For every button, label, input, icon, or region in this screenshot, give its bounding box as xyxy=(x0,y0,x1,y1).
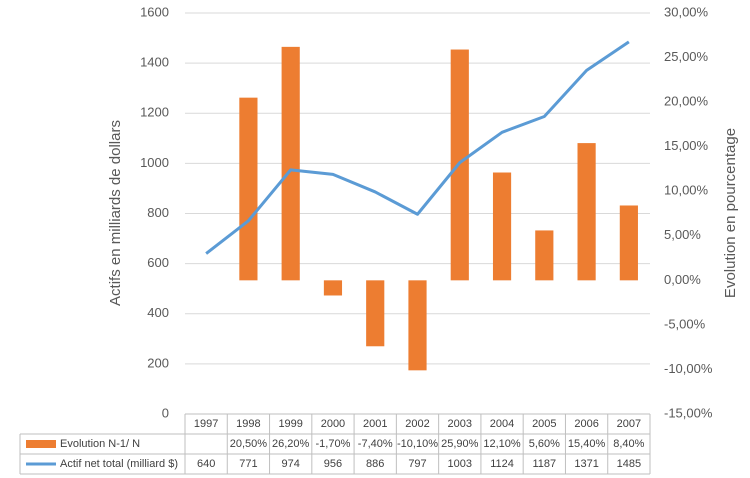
legend-key xyxy=(26,440,56,448)
table-value: 956 xyxy=(324,458,342,470)
table-value: 26,20% xyxy=(272,438,310,450)
table-value: 1187 xyxy=(532,458,556,470)
table-value: -1,70% xyxy=(316,438,351,450)
y2-tick-label: 15,00% xyxy=(664,138,709,153)
table-value: 20,50% xyxy=(230,438,268,450)
y-tick-label: 800 xyxy=(147,205,169,220)
line xyxy=(205,40,630,255)
bar xyxy=(619,205,638,281)
x-tick-label: 2003 xyxy=(448,418,472,430)
y-tick-label: 1600 xyxy=(140,4,169,19)
x-tick-label: 2004 xyxy=(490,418,514,430)
y2-tick-label: -15,00% xyxy=(664,405,713,420)
y-axis-title: Actifs en milliards de dollars xyxy=(107,120,124,306)
x-tick-label: 2005 xyxy=(532,418,556,430)
table-value: 12,10% xyxy=(483,438,521,450)
bar xyxy=(577,143,596,281)
y-tick-label: 200 xyxy=(147,355,169,370)
x-tick-label: 2002 xyxy=(405,418,429,430)
y-tick-label: 1200 xyxy=(140,105,169,120)
y2-tick-label: -10,00% xyxy=(664,361,713,376)
bar xyxy=(366,280,385,347)
y2-tick-label: 5,00% xyxy=(664,227,701,242)
table-value: 15,40% xyxy=(568,438,606,450)
table-value: 886 xyxy=(366,458,384,470)
x-tick-label: 1998 xyxy=(236,418,260,430)
table-value: 974 xyxy=(282,458,300,470)
x-tick-label: 2006 xyxy=(574,418,598,430)
bar xyxy=(535,230,554,281)
y2-axis-title: Evolution en pourcentage xyxy=(722,128,739,298)
y-tick-label: 1400 xyxy=(140,55,169,70)
table-value: 1485 xyxy=(617,458,641,470)
table-value: -10,10% xyxy=(397,438,438,450)
table-value: 8,40% xyxy=(613,438,644,450)
table-value: 1371 xyxy=(574,458,598,470)
legend-label: Evolution N-1/ N xyxy=(60,438,140,450)
y-tick-label: 400 xyxy=(147,305,169,320)
y2-tick-label: -5,00% xyxy=(664,316,706,331)
y-tick-label: 0 xyxy=(162,405,169,420)
x-tick-label: 2001 xyxy=(363,418,387,430)
y-tick-label: 1000 xyxy=(140,155,169,170)
x-tick-label: 2007 xyxy=(617,418,641,430)
bar xyxy=(323,280,343,296)
table-value: 797 xyxy=(408,458,426,470)
table-value: 5,60% xyxy=(529,438,560,450)
bar xyxy=(281,46,300,281)
table-value: 640 xyxy=(197,458,215,470)
table-value: 771 xyxy=(239,458,257,470)
y-tick-label: 600 xyxy=(147,255,169,270)
table-value: 25,90% xyxy=(441,438,479,450)
y2-tick-label: 30,00% xyxy=(664,4,709,19)
table-value: 1124 xyxy=(490,458,514,470)
table-value: 1003 xyxy=(448,458,472,470)
bar xyxy=(239,97,258,281)
bar xyxy=(492,172,512,281)
y2-tick-label: 0,00% xyxy=(664,272,701,287)
legend-label: Actif net total (milliard $) xyxy=(60,458,178,470)
y2-tick-label: 20,00% xyxy=(664,94,709,109)
x-tick-label: 1997 xyxy=(194,418,218,430)
bar xyxy=(408,280,427,371)
table-value: -7,40% xyxy=(358,438,393,450)
y2-tick-label: 10,00% xyxy=(664,183,709,198)
x-tick-label: 1999 xyxy=(278,418,302,430)
x-tick-label: 2000 xyxy=(321,418,345,430)
y2-tick-label: 25,00% xyxy=(664,49,709,64)
